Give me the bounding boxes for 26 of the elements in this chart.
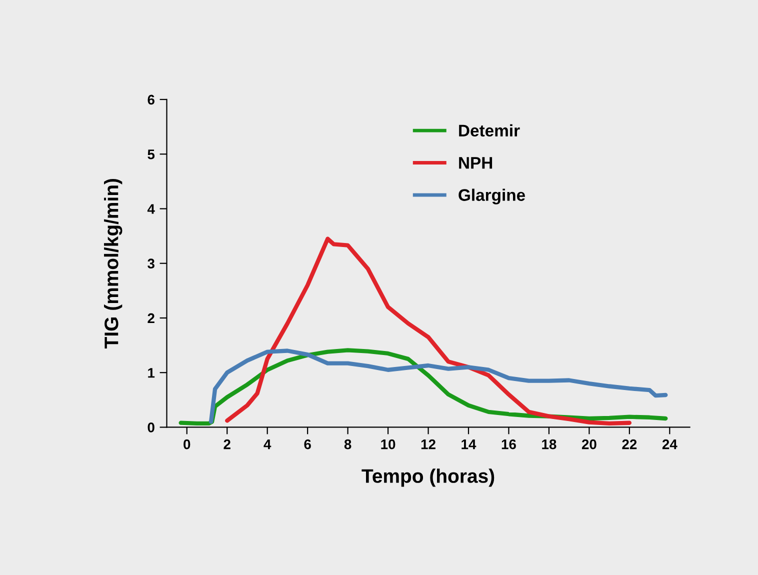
x-axis-title: Tempo (horas): [362, 468, 494, 487]
x-tick-label: 2: [224, 439, 230, 450]
x-tick-label: 0: [184, 439, 190, 450]
x-tick-label: 10: [381, 439, 396, 450]
x-tick-label: 12: [421, 439, 436, 450]
y-tick-label: 3: [148, 258, 154, 269]
y-tick-label: 5: [148, 150, 155, 160]
y-tick-label: 1: [148, 368, 155, 378]
legend-label: NPH: [459, 157, 492, 169]
y-tick-label: 2: [148, 313, 154, 324]
y-axis-title: TIG (mmol/kg/min): [104, 178, 122, 348]
x-tick-label: 6: [304, 439, 311, 450]
x-tick-label: 14: [462, 440, 476, 450]
y-tick-label: 0: [148, 422, 154, 432]
x-tick-label: 8: [344, 439, 352, 450]
legend-label: Glargine: [458, 188, 526, 204]
y-tick-label: 4: [147, 204, 155, 214]
x-tick-label: 16: [502, 439, 516, 450]
x-tick-label: 24: [662, 439, 678, 450]
x-tick-label: 20: [582, 439, 596, 450]
legend-label: Detemir: [459, 124, 520, 137]
x-tick-label: 18: [542, 439, 556, 450]
x-tick-label: 22: [622, 439, 637, 450]
y-tick-label: 6: [148, 94, 154, 105]
x-tick-label: 4: [264, 440, 272, 450]
line-series: [225, 236, 632, 426]
